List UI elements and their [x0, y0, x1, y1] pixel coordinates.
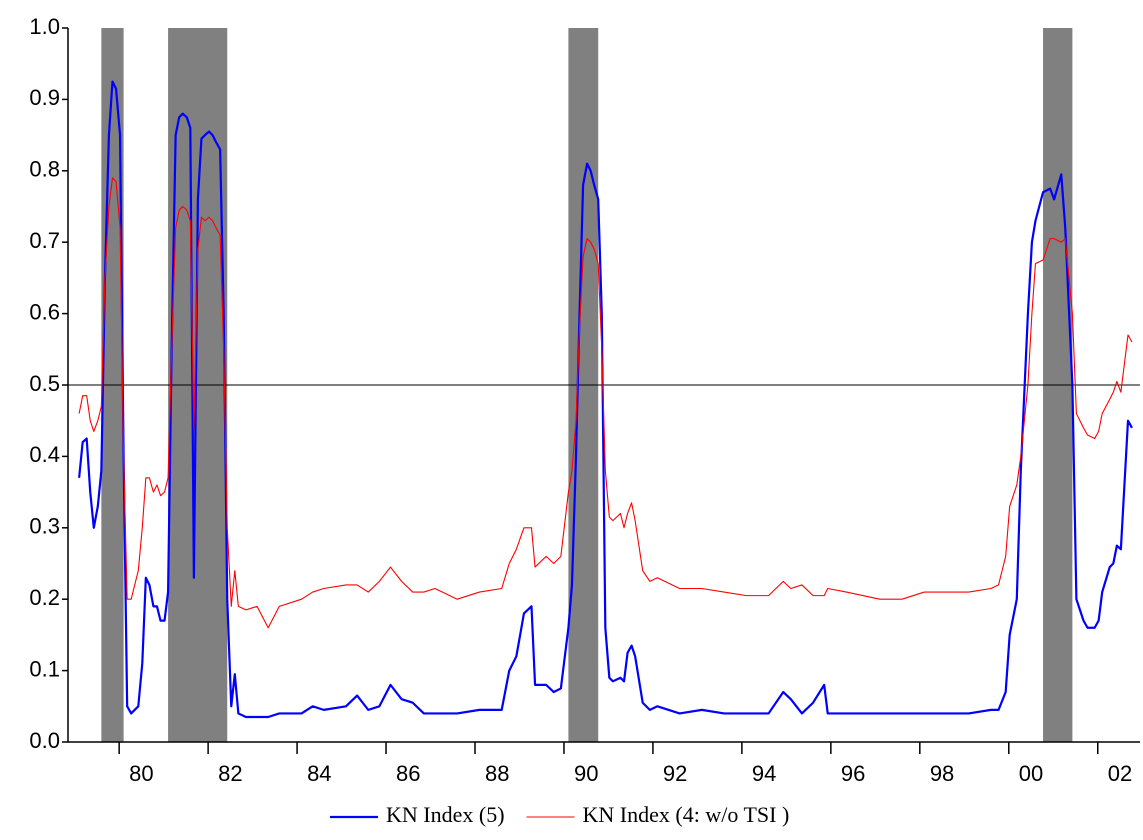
- x-tick-label: 88: [485, 761, 509, 786]
- y-tick-label: 0.3: [29, 514, 60, 539]
- x-tick-label: 92: [663, 761, 687, 786]
- data-line: [78, 80, 1133, 719]
- y-tick-label: 0.2: [29, 585, 60, 610]
- y-tick-label: 0.8: [29, 157, 60, 182]
- x-tick-label: 80: [129, 761, 153, 786]
- y-tick-label: 0.1: [29, 656, 60, 681]
- y-tick-label: 0.9: [29, 85, 60, 110]
- x-tick-label: 00: [1019, 761, 1043, 786]
- x-tick-label: 98: [930, 761, 954, 786]
- data-line: [78, 177, 1133, 629]
- legend-label: KN Index (5): [386, 802, 505, 827]
- x-tick-label: 84: [307, 761, 331, 786]
- x-tick-label: 94: [752, 761, 776, 786]
- x-tick-label: 82: [218, 761, 242, 786]
- y-tick-label: 0.0: [29, 728, 60, 753]
- y-tick-label: 0.5: [29, 371, 60, 396]
- y-tick-label: 1.0: [29, 14, 60, 39]
- x-tick-label: 86: [396, 761, 420, 786]
- y-tick-label: 0.6: [29, 299, 60, 324]
- y-tick-label: 0.4: [29, 442, 60, 467]
- x-tick-label: 90: [574, 761, 598, 786]
- y-tick-label: 0.7: [29, 228, 60, 253]
- x-tick-label: 02: [1108, 761, 1132, 786]
- legend-label: KN Index (4: w/o TSI ): [583, 802, 790, 827]
- x-tick-label: 96: [841, 761, 865, 786]
